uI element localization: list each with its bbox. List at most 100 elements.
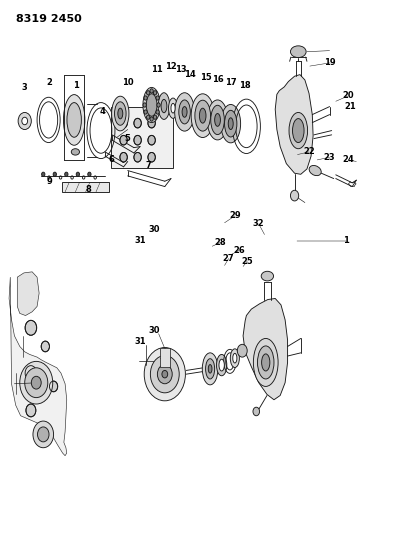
Circle shape [162,370,168,378]
Ellipse shape [230,349,239,368]
Circle shape [31,376,41,389]
Circle shape [134,152,141,162]
Polygon shape [17,272,39,316]
Ellipse shape [293,118,304,142]
Ellipse shape [161,99,167,112]
Circle shape [144,96,147,100]
Text: 32: 32 [253,220,265,228]
Text: 27: 27 [223,254,234,263]
Ellipse shape [262,354,270,371]
Circle shape [134,135,141,145]
Circle shape [157,365,172,384]
Ellipse shape [309,165,321,176]
Text: 1: 1 [73,81,79,90]
Circle shape [41,341,49,352]
Circle shape [148,152,155,162]
Ellipse shape [211,106,224,135]
Ellipse shape [169,98,178,118]
Circle shape [25,366,37,381]
Text: 4: 4 [100,108,106,116]
Ellipse shape [146,94,157,116]
Text: 9: 9 [47,177,52,185]
Ellipse shape [171,103,175,113]
Ellipse shape [191,94,214,138]
Ellipse shape [158,93,170,119]
Text: 22: 22 [303,148,315,156]
Text: 24: 24 [342,156,354,164]
Ellipse shape [179,100,190,124]
Ellipse shape [202,353,218,385]
Bar [111,107,173,168]
Ellipse shape [199,108,206,123]
Bar [160,348,170,367]
Circle shape [22,117,28,125]
Text: 15: 15 [200,73,212,82]
Text: 8319 2450: 8319 2450 [16,14,82,23]
Ellipse shape [71,149,80,155]
Circle shape [18,112,31,130]
Text: 20: 20 [342,92,354,100]
Text: 23: 23 [324,153,335,161]
Text: 25: 25 [241,257,253,265]
Text: 5: 5 [125,134,131,143]
Circle shape [290,190,299,201]
Circle shape [144,110,147,114]
Ellipse shape [143,87,160,123]
Circle shape [144,348,185,401]
Circle shape [253,407,260,416]
Circle shape [49,381,58,392]
Circle shape [148,118,155,128]
Text: 11: 11 [151,65,162,74]
Ellipse shape [216,354,227,376]
Circle shape [153,115,157,119]
Circle shape [150,89,153,93]
Circle shape [143,103,146,107]
Circle shape [150,117,153,121]
Text: 19: 19 [324,59,335,67]
Bar [62,182,109,192]
Ellipse shape [63,95,85,145]
Circle shape [237,344,247,357]
Text: 31: 31 [134,337,146,345]
Text: 13: 13 [176,65,187,74]
Polygon shape [275,75,313,174]
Ellipse shape [67,102,81,137]
Text: 6: 6 [108,156,114,164]
Text: 14: 14 [184,70,195,79]
Text: 29: 29 [229,212,241,220]
Text: 12: 12 [165,62,177,71]
Circle shape [148,135,155,145]
Circle shape [120,118,127,128]
Circle shape [88,172,91,176]
Ellipse shape [228,118,233,130]
Circle shape [147,91,150,95]
Ellipse shape [182,107,187,117]
Ellipse shape [175,93,194,131]
Text: 2: 2 [47,78,52,87]
Ellipse shape [112,96,129,131]
Circle shape [134,118,141,128]
Ellipse shape [225,110,237,137]
Text: 8: 8 [86,185,91,193]
Circle shape [157,103,160,107]
Polygon shape [243,298,288,400]
Ellipse shape [258,346,274,379]
Circle shape [120,152,127,162]
Text: 31: 31 [134,237,146,245]
Circle shape [120,135,127,145]
Text: 28: 28 [215,238,226,247]
Text: 17: 17 [225,78,236,87]
Circle shape [76,172,80,176]
Ellipse shape [290,46,306,58]
Ellipse shape [195,100,211,131]
Circle shape [42,172,45,176]
Text: 7: 7 [145,161,151,169]
Circle shape [26,404,36,417]
Ellipse shape [206,359,215,379]
Text: 21: 21 [344,102,356,111]
Ellipse shape [289,112,307,149]
Text: 10: 10 [122,78,133,87]
Ellipse shape [261,271,274,281]
Circle shape [33,421,54,448]
Text: 26: 26 [233,246,245,255]
